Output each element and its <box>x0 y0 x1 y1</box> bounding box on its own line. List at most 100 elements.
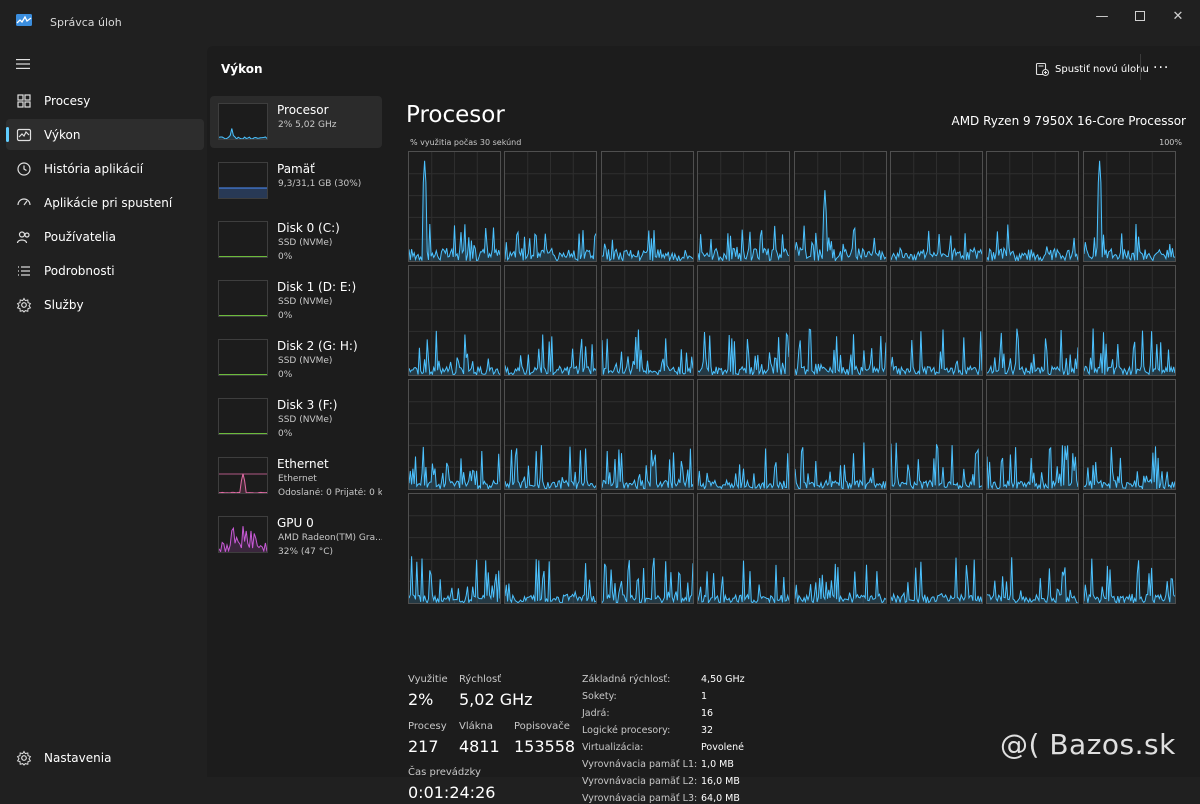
graph-line <box>409 160 500 261</box>
settings-gear-icon <box>16 750 32 766</box>
logical-processor-graph <box>600 379 694 490</box>
title-bar: Správca úloh — ✕ <box>0 0 1200 32</box>
logical-processor-graph <box>600 493 694 604</box>
device-thumbnail-graph <box>218 516 268 553</box>
close-button[interactable]: ✕ <box>1160 0 1196 32</box>
page-title: Výkon <box>221 62 263 76</box>
device-detail: 0% <box>278 370 293 380</box>
device-thumbnail-graph <box>218 457 268 494</box>
nav-label-services: Služby <box>44 297 84 312</box>
logical-processor-graph <box>697 379 791 490</box>
performance-icon <box>16 128 32 142</box>
nav-item-settings[interactable]: Nastavenia <box>6 742 204 773</box>
device-thumbnail-graph <box>218 221 268 258</box>
device-thumbnail-graph <box>218 162 268 199</box>
graph-line <box>987 224 1079 261</box>
utilization-value: 2% <box>408 690 434 709</box>
minimize-button[interactable]: — <box>1084 0 1120 32</box>
logical-processor-graph <box>408 151 501 262</box>
device-detail: 0% <box>278 252 293 262</box>
device-item-memory[interactable]: Pamäť 9,3/31,1 GB (30%) <box>210 155 382 207</box>
nav-label-performance: Výkon <box>44 127 81 142</box>
info-value: Povolené <box>701 742 744 753</box>
info-key: Vyrovnávacia pamäť L3: <box>582 793 698 804</box>
run-new-task-button[interactable]: Spustiť novú úlohu <box>1035 60 1149 78</box>
device-detail: Odoslané: 0 Prijaté: 0 k <box>278 488 382 498</box>
nav-item-details[interactable]: Podrobnosti <box>6 255 204 286</box>
uptime-value: 0:01:24:26 <box>408 783 496 802</box>
logical-processor-graph <box>793 265 887 376</box>
services-icon <box>16 297 32 313</box>
left-navigation: Procesy Výkon História aplikácií Aplikác… <box>6 85 204 323</box>
graph-line <box>891 329 982 375</box>
task-manager-app-icon <box>16 14 32 26</box>
graph-line <box>1083 558 1175 603</box>
startup-icon <box>17 198 31 206</box>
info-key: Sokety: <box>582 691 617 702</box>
cpu-model: AMD Ryzen 9 7950X 16-Core Processor <box>951 114 1186 128</box>
info-key: Virtualizácia: <box>582 742 644 753</box>
graph-fill <box>891 442 982 489</box>
device-item-gpu[interactable]: GPU 0 AMD Radeon(TM) Gra... 32% (47 °C) <box>210 509 382 561</box>
utilization-caption: % využitia počas 30 sekúnd <box>410 138 522 147</box>
nav-label-users: Používatelia <box>44 229 116 244</box>
logical-processor-graph <box>504 493 598 604</box>
grid-icon <box>17 94 31 108</box>
nav-item-performance[interactable]: Výkon <box>6 119 204 150</box>
nav-label-settings: Nastavenia <box>44 750 112 765</box>
graph-fill <box>891 329 982 375</box>
hamburger-menu-icon[interactable] <box>16 59 30 69</box>
graph-fill <box>601 230 693 261</box>
graph-fill <box>219 473 267 493</box>
close-icon: ✕ <box>1172 8 1184 24</box>
more-options-button[interactable]: ··· <box>1153 60 1170 76</box>
processes-label: Procesy <box>408 721 447 732</box>
minimize-icon: — <box>1095 8 1109 24</box>
info-key: Logické procesory: <box>582 725 671 736</box>
device-detail: 0% <box>278 311 293 321</box>
device-item-cpu[interactable]: Procesor 2% 5,02 GHz <box>210 96 382 148</box>
graph-line <box>794 190 886 261</box>
logical-processor-graph <box>600 265 694 376</box>
logical-processor-graph <box>986 379 1080 490</box>
graph-line <box>987 328 1079 375</box>
device-name: Disk 3 (F:) <box>277 398 338 412</box>
toolbar-separator <box>1140 54 1141 80</box>
utilization-max-label: 100% <box>1159 138 1182 147</box>
nav-item-users[interactable]: Používatelia <box>6 221 204 252</box>
device-item-ethernet[interactable]: Ethernet Ethernet Odoslané: 0 Prijaté: 0… <box>210 450 382 502</box>
logical-processor-graph <box>408 265 501 376</box>
device-item-disk2[interactable]: Disk 2 (G: H:) SSD (NVMe) 0% <box>210 332 382 384</box>
maximize-button[interactable] <box>1122 0 1158 32</box>
graph-line <box>409 330 500 375</box>
device-item-disk1[interactable]: Disk 1 (D: E:) SSD (NVMe) 0% <box>210 273 382 325</box>
graph-line <box>891 557 982 603</box>
logical-processor-graph <box>793 151 887 262</box>
graph-line <box>409 446 500 489</box>
maximize-icon <box>1135 11 1145 21</box>
history-icon <box>17 162 31 176</box>
utilization-label: Využitie <box>408 674 448 685</box>
details-icon <box>18 266 30 276</box>
graph-fill <box>409 330 500 375</box>
threads-label: Vlákna <box>459 721 494 732</box>
device-item-disk3[interactable]: Disk 3 (F:) SSD (NVMe) 0% <box>210 391 382 443</box>
graph-line <box>1083 446 1175 489</box>
nav-item-services[interactable]: Služby <box>6 289 204 320</box>
device-item-disk0[interactable]: Disk 0 (C:) SSD (NVMe) 0% <box>210 214 382 266</box>
device-name: GPU 0 <box>277 516 314 530</box>
graph-line <box>505 559 597 603</box>
nav-item-startup-apps[interactable]: Aplikácie pri spustení <box>6 187 204 218</box>
nav-label-startup-apps: Aplikácie pri spustení <box>44 195 173 210</box>
device-name: Disk 2 (G: H:) <box>277 339 358 353</box>
logical-processor-graph <box>986 265 1080 376</box>
logical-processor-graph <box>1082 265 1176 376</box>
nav-item-app-history[interactable]: História aplikácií <box>6 153 204 184</box>
graph-line <box>505 445 597 489</box>
nav-item-processes[interactable]: Procesy <box>6 85 204 116</box>
graph-line <box>794 563 886 603</box>
logical-processor-graphs <box>408 151 1176 604</box>
device-detail: 9,3/31,1 GB (30%) <box>278 179 362 189</box>
info-value: 1 <box>701 691 708 702</box>
graph-line <box>219 526 267 552</box>
